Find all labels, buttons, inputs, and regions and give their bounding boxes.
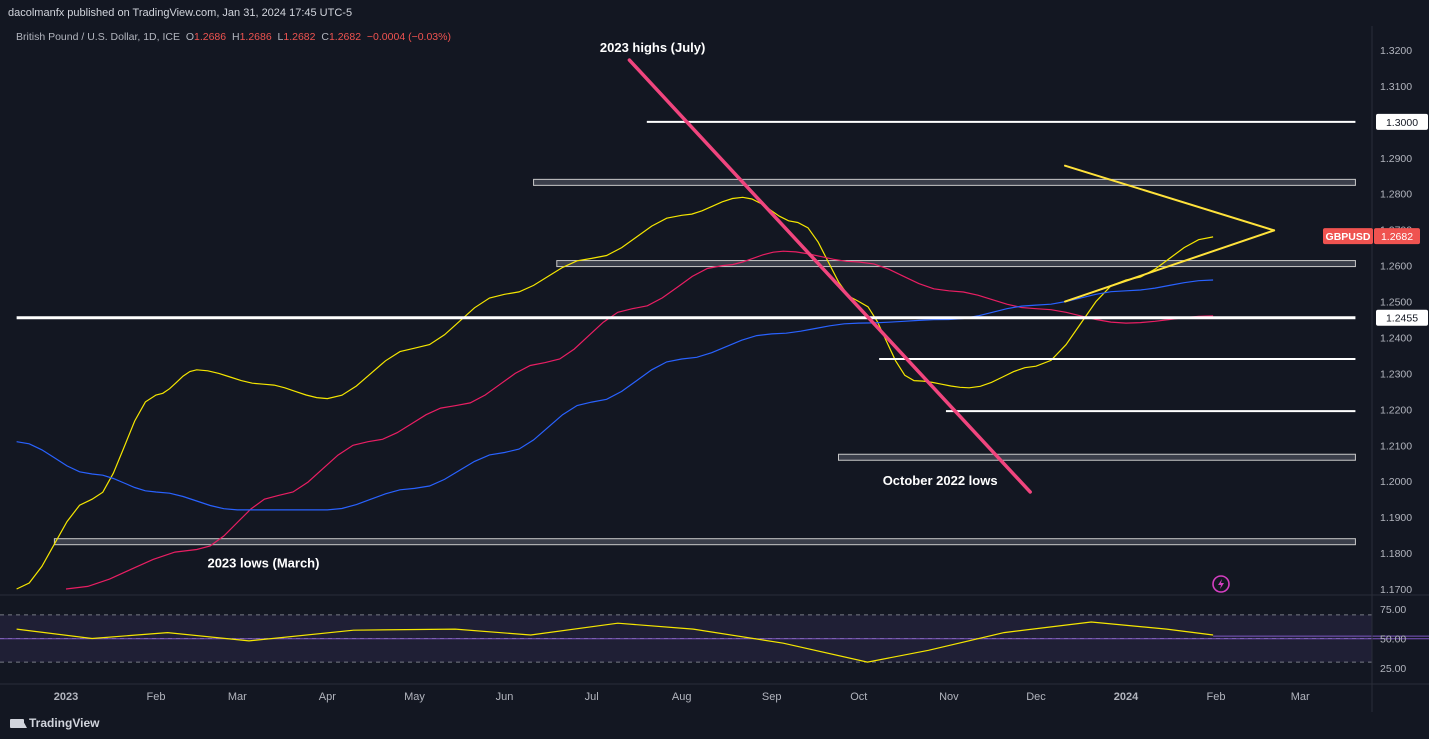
symbol-name: British Pound / U.S. Dollar, 1D, ICE bbox=[16, 31, 180, 43]
annotations: 2023 highs (July) October 2022 lows 2023 l… bbox=[207, 40, 997, 571]
price-mark-1: 1.2455 bbox=[1376, 309, 1428, 326]
price-chart-svg[interactable]: 2023 highs (July) October 2022 lows 2023 l… bbox=[0, 26, 1429, 712]
open-value: 1.2686 bbox=[194, 31, 227, 43]
moving-average-1 bbox=[65, 250, 1214, 590]
y-tick-label: 1.2500 bbox=[1380, 297, 1412, 309]
chart-background bbox=[0, 26, 1429, 712]
y-tick-label: 1.2900 bbox=[1380, 153, 1412, 165]
support-resistance-zones bbox=[53, 178, 1356, 546]
close-label: C bbox=[321, 31, 329, 43]
price-mark-0: 1.3000 bbox=[1376, 113, 1428, 130]
annotation-0: 2023 highs (July) bbox=[600, 40, 705, 55]
low-value: 1.2682 bbox=[283, 31, 316, 43]
svg-text:1.2682: 1.2682 bbox=[1381, 231, 1413, 243]
x-tick-label: Nov bbox=[939, 691, 959, 703]
publisher-info: dacolmanfx published on TradingView.com,… bbox=[8, 7, 353, 19]
price-mark-3: 1.2682 bbox=[1374, 228, 1420, 245]
y-tick-label: 1.1900 bbox=[1380, 512, 1412, 524]
y-tick-label: 1.2100 bbox=[1380, 440, 1412, 452]
trendline-2 bbox=[1064, 229, 1276, 303]
chart-area[interactable]: 2023 highs (July) October 2022 lows 2023 l… bbox=[0, 26, 1429, 712]
horizontal-levels bbox=[16, 120, 1356, 413]
rsi-tick-label: 50.00 bbox=[1380, 634, 1406, 646]
x-tick-label: Aug bbox=[672, 691, 692, 703]
y-tick-label: 1.3200 bbox=[1380, 45, 1412, 57]
x-tick-label: Sep bbox=[762, 691, 782, 703]
y-tick-label: 1.1700 bbox=[1380, 584, 1412, 596]
high-label: H bbox=[231, 31, 240, 43]
zone-2 bbox=[837, 453, 1356, 461]
close-value: 1.2682 bbox=[328, 31, 362, 43]
price-axis-marks: 1.3000 1.2455 GBPUSD 1.2682 bbox=[1323, 113, 1428, 326]
x-tick-label: Jul bbox=[585, 691, 599, 703]
rsi-pane: 75.00 50.00 25.00 bbox=[0, 594, 1429, 675]
x-tick-label: Mar bbox=[1291, 691, 1310, 703]
x-tick-label: May bbox=[404, 691, 425, 703]
y-tick-label: 1.2300 bbox=[1380, 368, 1412, 380]
trendline-1 bbox=[1064, 164, 1276, 232]
x-tick-label: Apr bbox=[319, 691, 336, 703]
svg-text:GBPUSD: GBPUSD bbox=[1326, 231, 1371, 243]
x-tick-label: Mar bbox=[228, 691, 247, 703]
change-value: −0.0004 (−0.03%) bbox=[366, 31, 451, 43]
y-tick-label: 1.3100 bbox=[1380, 81, 1412, 93]
high-value: 1.2686 bbox=[239, 31, 272, 43]
moving-average-2 bbox=[16, 279, 1214, 511]
tradingview-logo-icon bbox=[10, 718, 27, 728]
x-tick-label: 2023 bbox=[54, 691, 78, 703]
x-tick-label: Dec bbox=[1026, 691, 1046, 703]
zone-0 bbox=[533, 178, 1356, 186]
trendline-0 bbox=[627, 58, 1032, 494]
svg-text:1.2455: 1.2455 bbox=[1386, 313, 1418, 325]
y-tick-label: 1.2800 bbox=[1380, 189, 1412, 201]
price-mark-2: GBPUSD bbox=[1323, 228, 1373, 245]
x-tick-label: 2024 bbox=[1114, 691, 1139, 703]
low-label: L bbox=[277, 31, 284, 43]
y-tick-label: 1.2200 bbox=[1380, 404, 1412, 416]
symbol-legend: British Pound / U.S. Dollar, 1D, ICE O1.… bbox=[16, 31, 451, 43]
svg-text:1.3000: 1.3000 bbox=[1386, 117, 1418, 129]
annotation-1: October 2022 lows bbox=[883, 473, 998, 488]
x-tick-label: Oct bbox=[850, 691, 867, 703]
rsi-tick-label: 75.00 bbox=[1380, 604, 1406, 616]
y-tick-label: 1.2000 bbox=[1380, 476, 1412, 488]
lightning-icon[interactable] bbox=[1212, 575, 1230, 593]
x-tick-label: Jun bbox=[496, 691, 514, 703]
x-tick-label: Feb bbox=[147, 691, 166, 703]
zone-1 bbox=[556, 260, 1356, 268]
x-tick-label: Feb bbox=[1207, 691, 1226, 703]
tradingview-logo[interactable]: TradingView bbox=[10, 716, 99, 730]
moving-average-0 bbox=[16, 196, 1214, 590]
moving-averages bbox=[16, 196, 1214, 590]
top-bar: dacolmanfx published on TradingView.com,… bbox=[0, 0, 1429, 26]
y-tick-label: 1.2600 bbox=[1380, 261, 1412, 273]
y-tick-label: 1.1800 bbox=[1380, 548, 1412, 560]
time-axis[interactable]: 2023 Feb Mar Apr May Jun Jul Aug Sep Oct Nov Dec 202… bbox=[0, 683, 1429, 703]
annotation-2: 2023 lows (March) bbox=[207, 555, 319, 570]
y-tick-label: 1.2400 bbox=[1380, 332, 1412, 344]
open-label: O bbox=[185, 31, 194, 43]
rsi-tick-label: 25.00 bbox=[1380, 663, 1406, 675]
zone-3 bbox=[53, 538, 1356, 546]
footer bbox=[0, 712, 1429, 739]
trendlines bbox=[627, 58, 1276, 494]
rsi-ma-line bbox=[16, 621, 1214, 663]
tradingview-logo-text: TradingView bbox=[29, 716, 100, 730]
